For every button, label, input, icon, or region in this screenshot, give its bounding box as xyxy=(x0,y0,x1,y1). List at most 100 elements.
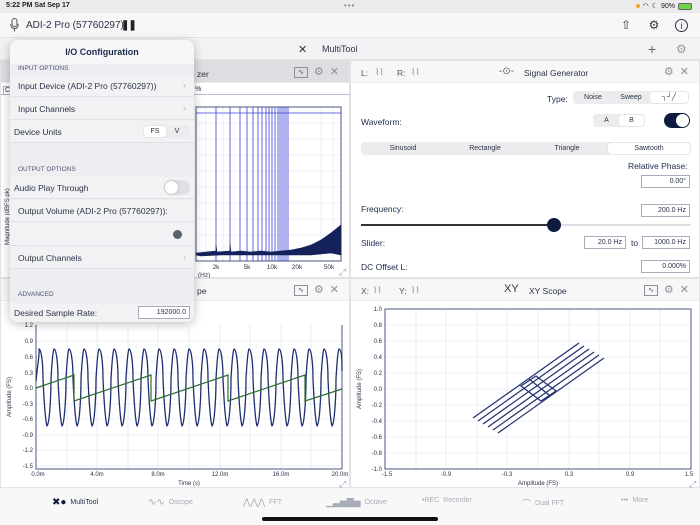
settings-gears-icon[interactable]: ⚙ xyxy=(648,18,660,32)
fft-chart[interactable]: 2k 5k 10k 20k 50k (Hz) Magnitude (dBFS p… xyxy=(1,95,351,279)
close-icon[interactable]: ✕ xyxy=(329,284,339,296)
tab-more[interactable]: ••• More xyxy=(621,497,648,504)
waveform-rectangle[interactable]: Rectangle xyxy=(469,145,501,152)
tab-fft[interactable]: ⋀⋀⋀ FFT xyxy=(243,497,282,508)
chart-view-icon[interactable]: ∿ xyxy=(293,66,308,78)
y-channel-wave-icon[interactable]: ⌇⌇ xyxy=(411,285,420,295)
scope-y-tick: -1.5 xyxy=(23,464,34,470)
info-icon[interactable]: i xyxy=(675,19,688,32)
rec-icon: •REC xyxy=(422,497,440,504)
tab-oscope[interactable]: ∿∿ Oscope xyxy=(148,497,193,508)
output-options-section: OUTPUT OPTIONS xyxy=(18,166,76,173)
oscope-header-icons: ∿ ⚙ ✕ xyxy=(293,284,339,296)
pause-button[interactable]: ❚❚ xyxy=(121,20,137,31)
close-icon[interactable]: ✕ xyxy=(679,284,689,296)
xy-chart[interactable]: 1.0 0.8 0.6 0.4 0.2 0.0 -0.2 -0.4 -0.6 -… xyxy=(351,301,700,489)
units-v[interactable]: V xyxy=(174,128,180,135)
xy-y-tick: 0.4 xyxy=(374,355,383,361)
tab-multitool[interactable]: ✖● MultiTool xyxy=(52,497,98,508)
xy-y-tick: -0.2 xyxy=(372,403,383,409)
gear-icon[interactable]: ⚙ xyxy=(663,66,674,78)
slider-max-field[interactable]: 1000.0 Hz xyxy=(642,236,690,249)
scope-x-tick: 8.0m xyxy=(151,472,164,478)
relative-phase-field[interactable]: 0.00° xyxy=(641,175,690,188)
waveform-sawtooth[interactable]: Sawtooth xyxy=(608,143,690,154)
tab-octave[interactable]: ▁▃▅▇▅ Octave xyxy=(326,497,387,508)
waveform-sinusoid[interactable]: Sinusoid xyxy=(389,145,417,152)
dc-offset-field[interactable]: 0.000% xyxy=(641,260,690,273)
gear-icon[interactable]: ⚙ xyxy=(313,284,324,296)
gear-icon[interactable]: ⚙ xyxy=(313,66,324,78)
chart-view-icon[interactable]: ∿ xyxy=(643,284,658,296)
status-right: ◠ ☾ 90% xyxy=(635,2,692,10)
expand-icon[interactable]: ⤢ xyxy=(338,267,346,277)
frequency-slider-track[interactable] xyxy=(361,218,691,232)
add-tool-button[interactable]: + xyxy=(648,41,657,57)
oscope-chart[interactable]: 1.2 0.9 0.6 0.3 0.0 -0.3 -0.6 -0.9 -1.2 … xyxy=(1,301,351,489)
home-indicator[interactable] xyxy=(262,517,438,521)
battery-percent: 90% xyxy=(660,2,675,10)
multitask-dots[interactable]: ••• xyxy=(344,1,356,10)
input-device-row[interactable]: Input Device (ADI-2 Pro (57760297)) › xyxy=(10,75,194,97)
fft-header-icons: ∿ ⚙ ✕ xyxy=(293,66,339,78)
tab-label: FFT xyxy=(269,499,282,506)
waveform-enable-toggle[interactable] xyxy=(664,113,690,128)
tab-recorder[interactable]: •REC Recorder xyxy=(422,497,472,504)
frequency-field[interactable]: 200.0 Hz xyxy=(641,204,690,217)
type-option-waveform[interactable]: ┐┘╱ xyxy=(650,92,688,103)
device-units-row: Device Units FS V xyxy=(10,121,194,143)
frequency-slider-fill xyxy=(361,224,554,226)
expand-icon[interactable]: ⤢ xyxy=(338,479,346,489)
type-segmented-control: Noise Sweep ┐┘╱ xyxy=(573,91,689,104)
xy-x-tick: 0.9 xyxy=(626,472,635,478)
siggen-header: L: ⌇⌇ R: ⌇⌇ -⊙- Signal Generator ⚙ ✕ xyxy=(351,61,699,83)
close-icon[interactable]: ✕ xyxy=(679,66,689,78)
tab-dual-fft[interactable]: ⌒ Dual FFT xyxy=(522,497,564,510)
scope-y-tick: 0.6 xyxy=(25,355,34,361)
units-fs[interactable]: FS xyxy=(144,126,166,137)
type-option-sweep[interactable]: Sweep xyxy=(620,94,642,101)
input-channels-row[interactable]: Input Channels › xyxy=(10,98,194,120)
toggle-knob xyxy=(676,114,689,127)
chevron-right-icon: › xyxy=(183,103,186,113)
output-volume-slider-thumb[interactable] xyxy=(173,230,182,239)
xy-y-tick: -0.6 xyxy=(372,435,383,441)
x-channel-wave-icon[interactable]: ⌇⌇ xyxy=(373,285,382,295)
sample-rate-field[interactable]: 192000.0 xyxy=(138,306,190,319)
frequency-label: Frequency: xyxy=(361,204,404,214)
slider-min-field[interactable]: 20.0 Hz xyxy=(584,236,626,249)
siggen-title: Signal Generator xyxy=(524,68,589,78)
audio-play-through-toggle[interactable] xyxy=(164,180,190,195)
microphone-icon[interactable] xyxy=(10,18,19,32)
ab-option-b[interactable]: B xyxy=(619,115,644,126)
slider-to-label: to xyxy=(631,238,639,248)
scope-x-tick: 20.0m xyxy=(332,472,349,478)
waveform-triangle[interactable]: Triangle xyxy=(554,145,580,152)
gear-icon[interactable]: ⚙ xyxy=(663,284,674,296)
output-channels-row[interactable]: Output Channels › xyxy=(10,247,194,269)
share-icon[interactable]: ⇧ xyxy=(620,18,632,32)
scope-y-tick: 1.2 xyxy=(25,323,34,329)
type-option-noise[interactable]: Noise xyxy=(584,94,602,101)
xy-x-tick: 1.5 xyxy=(685,472,694,478)
frequency-slider-thumb[interactable] xyxy=(547,218,561,232)
fft-panel-title: zer xyxy=(197,69,209,79)
chart-view-icon[interactable]: ∿ xyxy=(293,284,308,296)
expand-icon[interactable]: ⤢ xyxy=(688,479,696,489)
device-name[interactable]: ADI-2 Pro (57760297) xyxy=(26,20,124,31)
scope-y-tick: -0.6 xyxy=(23,417,34,423)
toolbar-gear-icon[interactable]: ⚙ xyxy=(676,42,687,56)
close-icon[interactable]: ✕ xyxy=(329,66,339,78)
right-channel-wave-icon[interactable]: ⌇⌇ xyxy=(411,67,420,77)
status-time: 5:22 PM Sat Sep 17 xyxy=(6,2,70,9)
audio-play-through-row: Audio Play Through xyxy=(10,177,194,199)
ab-option-a[interactable]: A xyxy=(604,117,609,124)
fft-x-tick: 2k xyxy=(213,264,221,271)
relative-phase-label: Relative Phase: xyxy=(628,161,688,171)
moon-icon: ☾ xyxy=(651,3,658,10)
left-channel-wave-icon[interactable]: ⌇⌇ xyxy=(375,67,384,77)
xy-x-tick: 0.3 xyxy=(565,472,574,478)
tab-label: Oscope xyxy=(168,499,193,506)
sample-rate-row: Desired Sample Rate: 192000.0 xyxy=(10,303,194,322)
oscope-panel-title: pe xyxy=(197,286,207,296)
